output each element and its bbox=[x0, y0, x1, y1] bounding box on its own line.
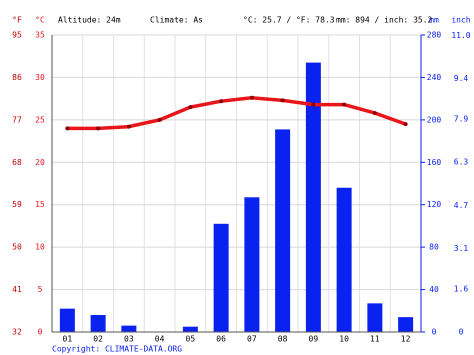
precipitation-bar bbox=[275, 129, 291, 332]
header-annotation: °C: 25.7 / °F: 78.3 bbox=[243, 16, 335, 25]
precipitation-bar bbox=[336, 187, 352, 332]
yf-tick-label: 77 bbox=[12, 115, 22, 124]
yf-tick-label: 68 bbox=[12, 158, 22, 167]
precipitation-bar bbox=[90, 315, 106, 332]
temperature-point bbox=[157, 117, 162, 122]
y2-tick-label: 40 bbox=[429, 285, 439, 294]
precipitation-bar bbox=[244, 197, 260, 332]
temperature-point bbox=[126, 124, 131, 129]
y-tick-label: 35 bbox=[35, 31, 45, 40]
y-tick-label: 15 bbox=[35, 200, 45, 209]
yf-tick-label: 50 bbox=[12, 243, 22, 252]
x-tick-label: 12 bbox=[401, 335, 411, 344]
precipitation-bar bbox=[121, 325, 137, 332]
x-tick-label: 03 bbox=[124, 335, 134, 344]
temperature-point bbox=[403, 122, 408, 127]
y2-tick-label: 200 bbox=[427, 115, 442, 124]
y-tick-label: 5 bbox=[38, 285, 43, 294]
temperature-point bbox=[188, 105, 193, 110]
y-tick-label: 25 bbox=[35, 115, 45, 124]
y2inch-tick-label: 3.1 bbox=[454, 244, 469, 253]
y-tick-label: 10 bbox=[35, 243, 45, 252]
y2-tick-label: 80 bbox=[429, 243, 439, 252]
precipitation-bar bbox=[182, 326, 198, 332]
y2inch-tick-label: 6.3 bbox=[454, 158, 469, 167]
yf-tick-label: 95 bbox=[12, 31, 22, 40]
temperature-point bbox=[342, 102, 347, 107]
unit-inch: inch bbox=[451, 16, 470, 25]
header-annotation: Climate: As bbox=[150, 16, 203, 25]
temperature-point bbox=[280, 98, 285, 103]
temperature-point bbox=[372, 111, 377, 116]
y2inch-tick-label: 9.4 bbox=[454, 74, 469, 83]
y2inch-tick-label: 7.9 bbox=[454, 115, 469, 124]
y2-tick-label: 160 bbox=[427, 158, 442, 167]
precipitation-bar bbox=[398, 317, 414, 332]
temperature-line bbox=[67, 96, 407, 131]
header-annotation: mm: 894 / inch: 35.2 bbox=[336, 16, 433, 25]
temperature-point bbox=[96, 126, 101, 131]
yf-tick-label: 86 bbox=[12, 73, 22, 82]
y2-tick-label: 0 bbox=[432, 328, 437, 337]
source: Copyright: CLIMATE-DATA.ORG bbox=[52, 345, 182, 354]
y-tick-label: 0 bbox=[38, 328, 43, 337]
x-tick-label: 01 bbox=[63, 335, 73, 344]
y2-tick-label: 240 bbox=[427, 73, 442, 82]
y-tick-label: 20 bbox=[35, 158, 45, 167]
temperature-point bbox=[311, 102, 316, 107]
x-tick-label: 05 bbox=[186, 335, 196, 344]
temperature-point bbox=[65, 126, 70, 131]
x-tick-label: 08 bbox=[278, 335, 288, 344]
y2inch-tick-label: 11.0 bbox=[451, 31, 470, 40]
y2-tick-label: 280 bbox=[427, 31, 442, 40]
x-tick-label: 10 bbox=[339, 335, 349, 344]
x-tick-label: 06 bbox=[216, 335, 226, 344]
precipitation-bar bbox=[305, 62, 321, 332]
x-tick-label: 04 bbox=[155, 335, 165, 344]
y2inch-tick-label: 0 bbox=[459, 328, 464, 337]
header-annotation: Altitude: 24m bbox=[58, 16, 121, 25]
x-tick-label: 07 bbox=[247, 335, 257, 344]
x-tick-label: 09 bbox=[309, 335, 319, 344]
y2inch-tick-label: 4.7 bbox=[454, 201, 469, 210]
yf-tick-label: 59 bbox=[12, 200, 22, 209]
y2-tick-label: 120 bbox=[427, 200, 442, 209]
y2inch-tick-label: 1.6 bbox=[454, 284, 469, 293]
unit-c: °C bbox=[35, 16, 45, 25]
precipitation-bar bbox=[213, 223, 229, 332]
unit-mm: mm bbox=[429, 16, 439, 25]
precipitation-bar bbox=[59, 308, 75, 332]
temperature-point bbox=[219, 99, 224, 104]
precipitation-bar bbox=[367, 303, 383, 332]
x-tick-label: 11 bbox=[370, 335, 380, 344]
yf-tick-label: 41 bbox=[12, 285, 22, 294]
unit-f: °F bbox=[12, 16, 22, 25]
x-tick-label: 02 bbox=[93, 335, 103, 344]
y-tick-label: 30 bbox=[35, 73, 45, 82]
yf-tick-label: 32 bbox=[12, 328, 22, 337]
temperature-point bbox=[249, 95, 254, 100]
